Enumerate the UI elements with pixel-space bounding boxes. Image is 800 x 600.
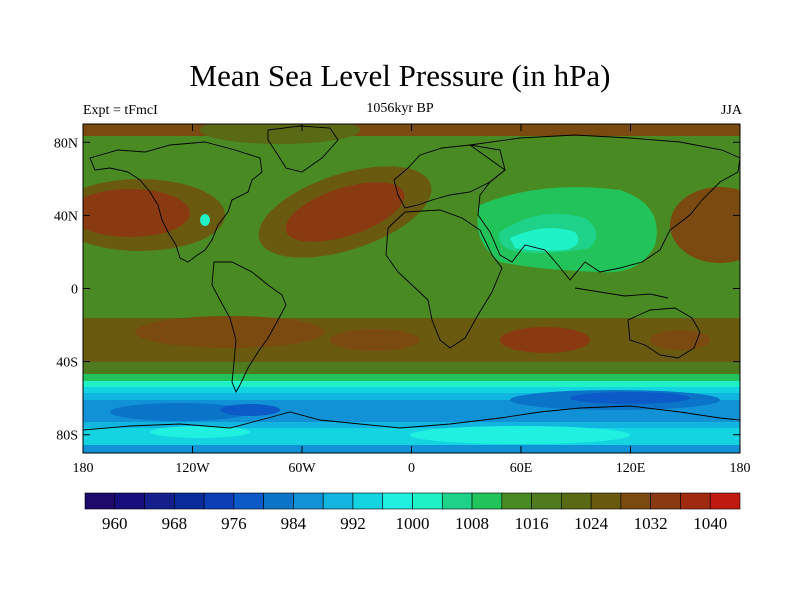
field-small-low: [200, 214, 210, 226]
map-axes: 180 120W 60W 0 60E 120E 180 80N 40N 0 40S 80S: [54, 124, 751, 476]
y-tick-label: 80N: [54, 136, 78, 151]
y-tick-label: 40S: [56, 356, 78, 371]
x-tick-label: 60W: [288, 461, 316, 476]
coastlines: [83, 125, 740, 431]
colorbar-swatch: [650, 492, 681, 510]
band-992: [83, 387, 740, 393]
colorbar-swatch: [501, 492, 532, 510]
colorbar-swatch: [471, 492, 503, 510]
colorbar-swatch: [620, 492, 651, 510]
y-tick-label: 80S: [56, 429, 78, 444]
season-label: JJA: [720, 103, 742, 118]
colorbar-label: 976: [221, 514, 247, 533]
y-tick-label: 0: [71, 283, 78, 298]
colorbar-swatch: [412, 492, 443, 510]
field-east-ant-core: [570, 392, 690, 404]
coast-africa: [385, 209, 503, 349]
colorbar-label: 1008: [455, 514, 489, 533]
field-npac-high: [83, 189, 190, 237]
colorbar-label: 1032: [634, 514, 668, 533]
colorbar-swatch: [263, 492, 294, 510]
colorbar-swatch: [352, 492, 384, 510]
colorbar-label: 960: [102, 514, 128, 533]
colorbar: 960 968 976 984 992 1000 1008 1016 1024 1032 1040: [84, 492, 741, 533]
pressure-field: [83, 124, 740, 453]
chart-title: Mean Sea Level Pressure (in hPa): [189, 58, 611, 93]
colorbar-swatch: [590, 492, 622, 510]
colorbar-swatch: [144, 492, 175, 510]
colorbar-label: 1024: [574, 514, 609, 533]
colorbar-swatch: [680, 492, 711, 510]
colorbar-label: 984: [281, 514, 307, 533]
field-sind-high: [500, 327, 590, 353]
x-tick-label: 0: [408, 461, 415, 476]
colorbar-label: 1016: [515, 514, 549, 533]
field-natl-high: [285, 182, 405, 242]
colorbar-label: 992: [340, 514, 366, 533]
coast-north-america: [89, 141, 263, 263]
colorbar-swatch: [203, 492, 235, 510]
colorbar-swatch: [709, 492, 741, 510]
x-tick-label: 180: [730, 461, 751, 476]
field-wpac-high: [670, 187, 740, 263]
field-amundsen-core: [220, 404, 280, 416]
coast-asia: [468, 134, 740, 281]
field-asia-low-core: [510, 228, 579, 251]
band-1016: [83, 362, 740, 374]
band-1000: [83, 381, 740, 387]
x-tick-label: 120W: [175, 461, 210, 476]
x-tick-label: 60E: [510, 461, 533, 476]
band-1008: [83, 374, 740, 381]
colorbar-swatch: [174, 492, 205, 510]
colorbar-swatch: [561, 492, 592, 510]
colorbar-swatch: [114, 492, 145, 510]
x-tick-label: 180: [73, 461, 94, 476]
colorbar-swatch: [382, 492, 413, 510]
colorbar-swatch: [322, 492, 354, 510]
field-amundsen-low: [110, 403, 250, 421]
coast-australia: [627, 307, 701, 359]
x-tick-label: 120E: [616, 461, 646, 476]
field-ant-plateau: [410, 426, 630, 444]
colorbar-swatch: [84, 492, 116, 510]
field-spac-high: [135, 316, 325, 348]
colorbar-swatch: [441, 492, 473, 510]
colorbar-label: 1040: [693, 514, 727, 533]
colorbar-swatch: [531, 492, 562, 510]
colorbar-label: 1000: [396, 514, 430, 533]
colorbar-swatch: [293, 492, 324, 510]
coast-south-america: [211, 261, 287, 394]
period-label: 1056kyr BP: [366, 101, 434, 116]
coast-indonesia: [574, 287, 669, 299]
field-satl-high: [330, 329, 420, 351]
field-greenland: [200, 124, 360, 144]
coast-antarctica: [83, 405, 740, 431]
field-aus-high: [650, 330, 710, 350]
coast-greenland: [267, 125, 339, 173]
field-ant-west: [150, 426, 250, 438]
colorbar-label: 968: [162, 514, 188, 533]
y-tick-label: 40N: [54, 209, 78, 224]
colorbar-swatch: [233, 492, 264, 510]
experiment-label: Expt = tFmcI: [83, 103, 158, 118]
